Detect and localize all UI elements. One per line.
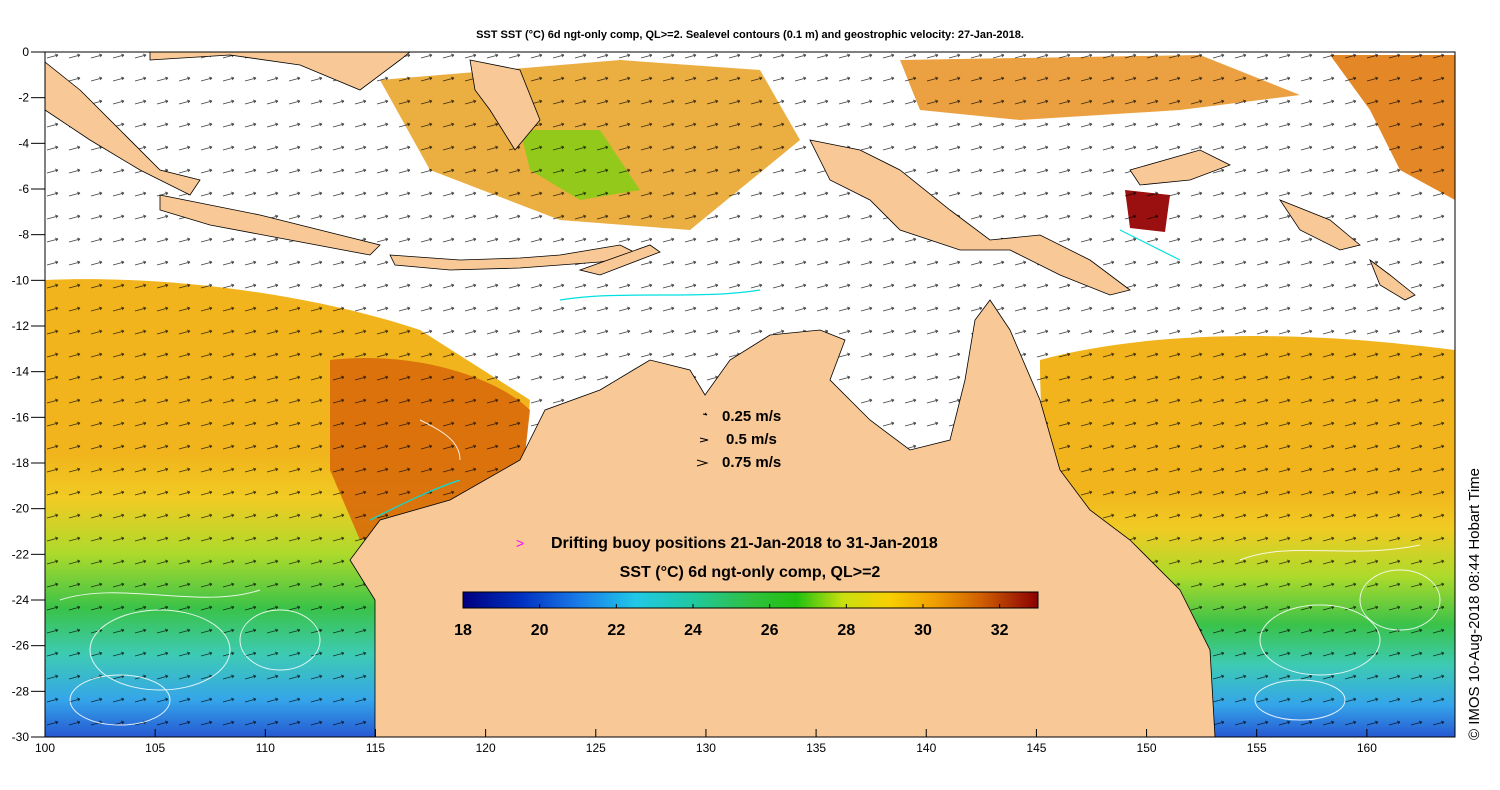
buoy-legend-label: Drifting buoy positions 21-Jan-2018 to 3… — [551, 535, 938, 552]
imos-credit: © IMOS 10-Aug-2018 08:44 Hobart Time — [1466, 467, 1483, 740]
x-tick-label: 160 — [1357, 741, 1377, 755]
map-title: SST SST (°C) 6d ngt-only comp, QL>=2. Se… — [476, 29, 1024, 41]
colorbar-tick-label: 26 — [761, 622, 779, 639]
colorbar-tick-label: 20 — [531, 622, 549, 639]
colorbar-title: SST (°C) 6d ngt-only comp, QL>=2 — [620, 564, 881, 581]
x-tick-label: 135 — [806, 741, 826, 755]
velocity-legend-label-2: 0.5 m/s — [726, 431, 777, 448]
borneo-land — [149, 52, 411, 91]
x-tick-label: 145 — [1026, 741, 1046, 755]
x-tick-label: 115 — [366, 741, 385, 755]
colorbar-tick-label: 24 — [684, 622, 702, 639]
x-tick-label: 105 — [145, 741, 165, 755]
x-tick-label: 125 — [586, 741, 606, 755]
new-britain-land — [1129, 149, 1231, 186]
velocity-arrow-icon — [696, 459, 709, 467]
y-tick-label: -16 — [12, 410, 30, 424]
y-tick-label: -20 — [12, 502, 30, 516]
vanuatu-islands — [1369, 258, 1416, 301]
y-tick-label: -26 — [12, 639, 30, 653]
x-tick-label: 140 — [916, 741, 936, 755]
colorbar-tick-label: 32 — [991, 622, 1009, 639]
australia-land — [349, 299, 1216, 737]
sulawesi-land — [469, 59, 541, 151]
y-tick-label: -6 — [18, 182, 29, 196]
velocity-legend-label-1: 0.25 m/s — [722, 408, 781, 425]
y-tick-label: -22 — [12, 547, 30, 561]
solomon-islands — [1278, 199, 1361, 251]
x-tick-label: 130 — [696, 741, 716, 755]
sumatra-land — [45, 61, 201, 196]
buoy-symbol-icon: > — [516, 535, 524, 551]
x-axis: 100 105 110 115 120 125 130 135 140 145 150 155 160 — [35, 729, 1377, 755]
y-tick-label: -4 — [18, 136, 29, 150]
y-tick-label: -18 — [12, 456, 30, 470]
plot-frame — [44, 51, 1456, 738]
velocity-arrow-icon — [702, 412, 708, 416]
y-tick-label: -10 — [12, 273, 30, 287]
y-tick-label: 0 — [22, 45, 29, 59]
y-tick-label: -30 — [12, 730, 30, 744]
new-guinea-land — [809, 139, 1131, 296]
y-tick-label: -28 — [12, 684, 30, 698]
java-land — [159, 194, 381, 256]
colorbar-tick-label: 30 — [914, 622, 932, 639]
colorbar-tick-label: 22 — [607, 622, 625, 639]
sst-colorbar: SST (°C) 6d ngt-only comp, QL>=2 18 20 22 2… — [454, 564, 1039, 639]
y-tick-label: -24 — [12, 593, 30, 607]
y-tick-label: -2 — [18, 91, 29, 105]
colorbar-tick-label: 28 — [837, 622, 855, 639]
y-axis: 0 -2 -4 -6 -8 -10 -12 -14 -16 -18 -20 -22 -24 -26 -28 -… — [12, 45, 45, 744]
x-tick-label: 150 — [1137, 741, 1157, 755]
x-tick-label: 155 — [1247, 741, 1267, 755]
cyan-contour-lines — [369, 229, 1181, 521]
map-plot-area — [45, 52, 1455, 737]
timor-land — [578, 244, 661, 276]
land-masses — [45, 52, 1416, 737]
x-tick-label: 120 — [476, 741, 496, 755]
y-tick-label: -8 — [18, 228, 29, 242]
colorbar-gradient — [462, 591, 1039, 609]
x-tick-label: 110 — [256, 741, 275, 755]
colorbar-tick-label: 18 — [454, 622, 472, 639]
velocity-arrow-icon — [699, 437, 709, 443]
velocity-legend-label-3: 0.75 m/s — [722, 454, 781, 471]
buoy-legend: > Drifting buoy positions 21-Jan-2018 to… — [516, 535, 938, 552]
x-tick-label: 100 — [35, 741, 55, 755]
velocity-legend: 0.25 m/s 0.5 m/s 0.75 m/s — [696, 408, 781, 471]
sealevel-contours — [59, 419, 1441, 726]
y-tick-label: -12 — [12, 319, 30, 333]
y-tick-label: -14 — [12, 365, 30, 379]
